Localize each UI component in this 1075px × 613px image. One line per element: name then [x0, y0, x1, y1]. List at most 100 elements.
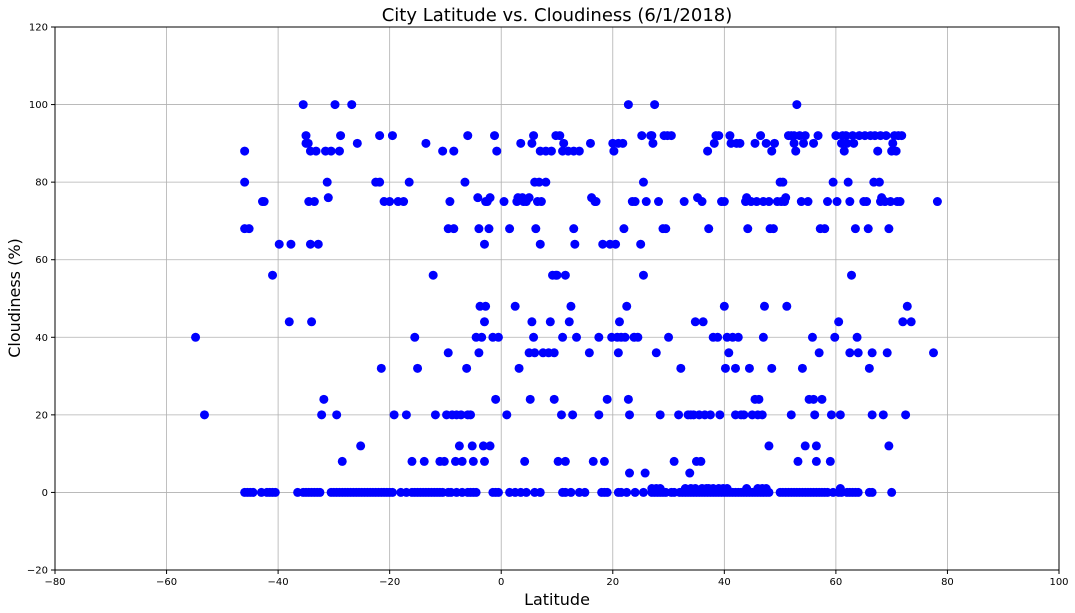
data-point — [541, 177, 551, 187]
data-point — [410, 332, 420, 342]
data-point — [613, 348, 623, 358]
data-point — [703, 146, 713, 156]
data-point — [770, 138, 780, 148]
data-point — [478, 441, 488, 451]
x-tick-label: 0 — [498, 577, 504, 588]
data-point — [352, 138, 362, 148]
data-point — [428, 270, 438, 280]
data-point — [898, 317, 908, 327]
data-point — [690, 317, 700, 327]
data-point — [902, 301, 912, 311]
data-point — [319, 394, 329, 404]
data-point — [445, 197, 455, 207]
data-point — [705, 410, 715, 420]
data-point — [240, 177, 250, 187]
data-point — [356, 441, 366, 451]
data-point — [897, 131, 907, 141]
data-point — [305, 239, 315, 249]
data-point — [332, 410, 342, 420]
data-point — [527, 317, 537, 327]
data-point — [479, 456, 489, 466]
data-point — [505, 224, 515, 234]
data-point — [929, 348, 938, 358]
data-point — [244, 224, 254, 234]
data-point — [789, 138, 799, 148]
data-point — [843, 177, 853, 187]
data-point — [817, 394, 827, 404]
data-point — [479, 317, 489, 327]
data-point — [800, 131, 810, 141]
data-point — [404, 177, 414, 187]
data-point — [274, 239, 284, 249]
data-point — [439, 456, 449, 466]
y-tick-label: 120 — [29, 23, 48, 34]
data-point — [867, 348, 877, 358]
data-point — [618, 138, 628, 148]
data-point — [630, 197, 640, 207]
data-point — [471, 487, 481, 497]
data-point — [529, 332, 539, 342]
data-point — [887, 487, 897, 497]
data-point — [845, 197, 855, 207]
data-point — [594, 410, 604, 420]
data-point — [594, 332, 604, 342]
data-point — [502, 410, 512, 420]
data-point — [811, 456, 821, 466]
chart-title: City Latitude vs. Cloudiness (6/1/2018) — [382, 5, 733, 26]
y-tick-label: −20 — [27, 566, 48, 577]
data-point — [781, 193, 791, 203]
plot-background — [55, 27, 1059, 570]
data-point — [661, 224, 671, 234]
data-point — [719, 301, 729, 311]
data-point — [884, 441, 894, 451]
data-point — [932, 197, 942, 207]
data-point — [901, 410, 911, 420]
data-point — [820, 224, 830, 234]
data-point — [791, 146, 801, 156]
data-point — [313, 239, 323, 249]
data-point — [669, 456, 679, 466]
data-point — [714, 131, 724, 141]
data-point — [713, 332, 723, 342]
data-point — [467, 441, 477, 451]
data-point — [767, 146, 777, 156]
data-point — [797, 363, 807, 373]
data-point — [477, 332, 487, 342]
data-point — [560, 456, 570, 466]
data-point — [259, 197, 269, 207]
data-point — [835, 410, 845, 420]
data-point — [449, 224, 459, 234]
data-point — [679, 197, 689, 207]
data-point — [878, 410, 888, 420]
data-point — [698, 317, 708, 327]
data-point — [493, 487, 503, 497]
data-point — [752, 197, 762, 207]
data-point — [831, 131, 841, 141]
data-point — [407, 456, 417, 466]
data-point — [764, 441, 774, 451]
data-point — [800, 441, 810, 451]
data-point — [764, 197, 774, 207]
data-point — [376, 363, 386, 373]
data-point — [419, 456, 429, 466]
data-point — [874, 177, 884, 187]
data-point — [666, 131, 676, 141]
data-point — [493, 332, 503, 342]
x-tick-label: 80 — [941, 577, 954, 588]
data-point — [387, 131, 397, 141]
data-point — [625, 468, 635, 478]
data-point — [530, 348, 540, 358]
data-point — [473, 193, 483, 203]
data-point — [521, 487, 531, 497]
data-point — [485, 441, 495, 451]
data-point — [674, 410, 684, 420]
x-tick-label: 100 — [1049, 577, 1068, 588]
data-point — [466, 410, 476, 420]
data-point — [830, 332, 840, 342]
data-point — [647, 131, 657, 141]
data-point — [443, 348, 453, 358]
data-point — [516, 138, 526, 148]
data-point — [375, 177, 385, 187]
data-point — [654, 197, 664, 207]
